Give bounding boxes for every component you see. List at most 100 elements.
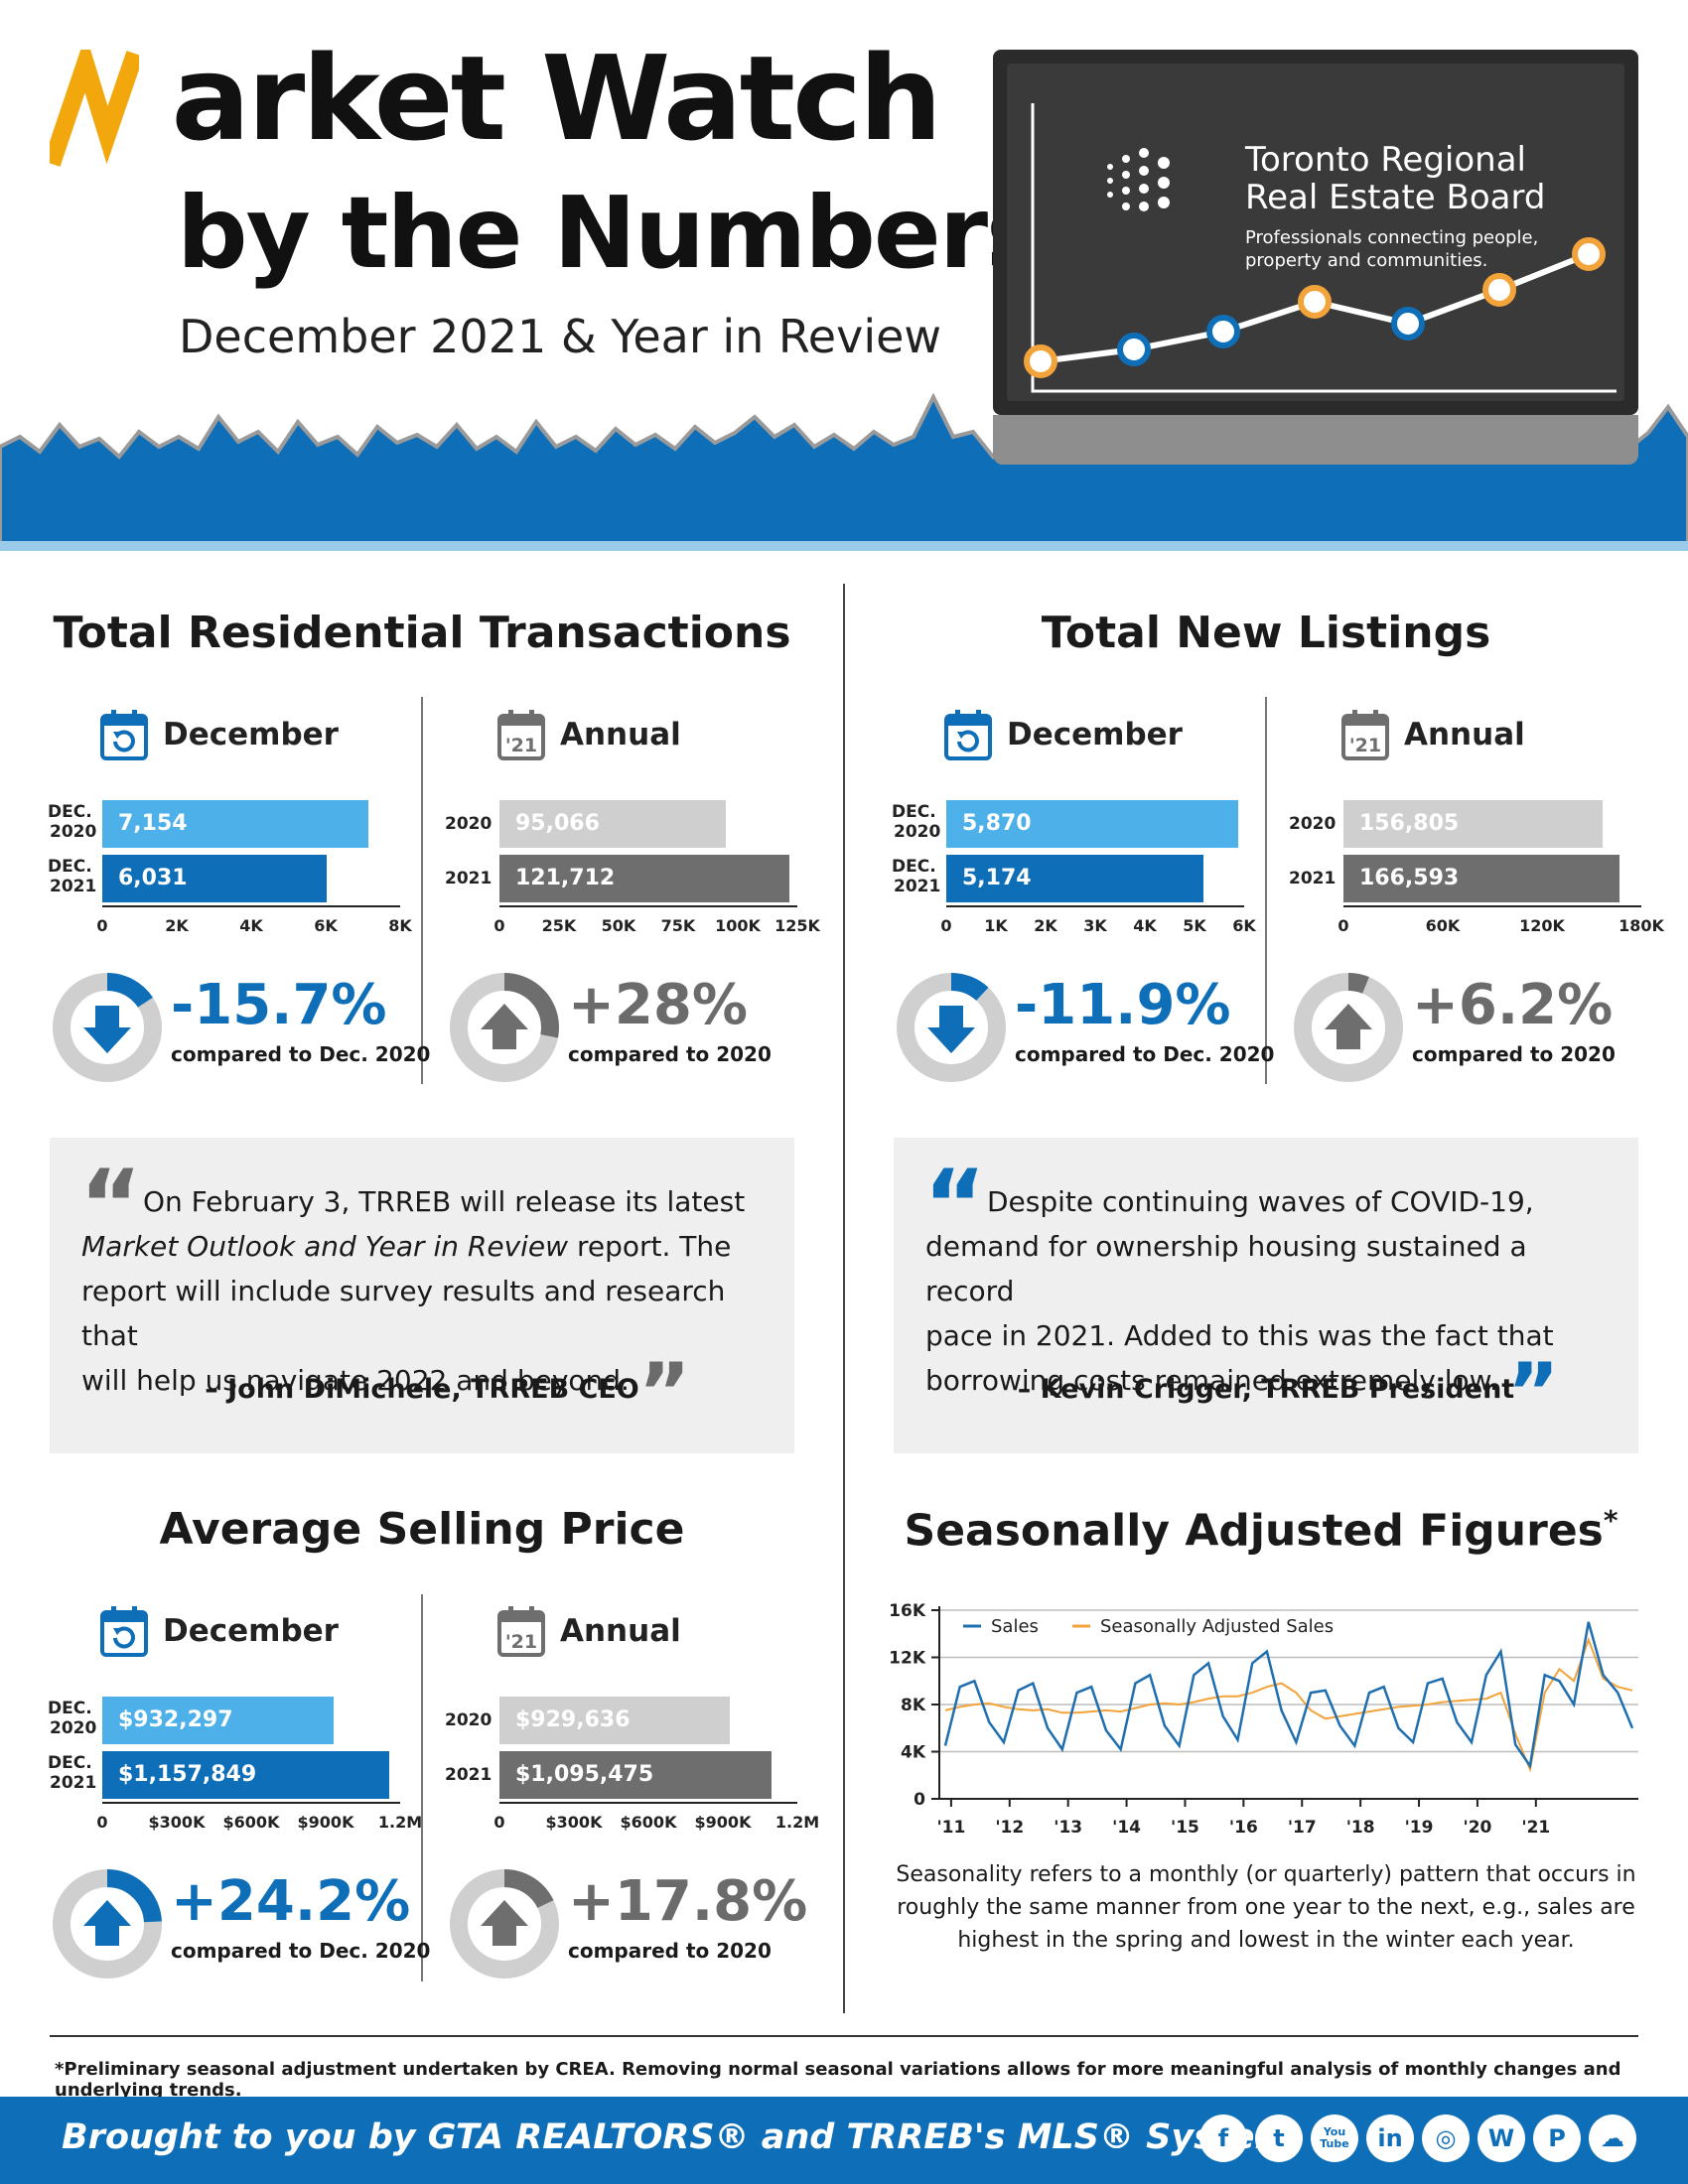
x-tick-label: $300K xyxy=(545,1813,603,1832)
pinterest-icon[interactable]: P xyxy=(1533,2115,1581,2162)
instagram-icon[interactable]: ◎ xyxy=(1422,2115,1470,2162)
x-tick-label: '13 xyxy=(1054,1818,1082,1837)
bar-category-label: DEC. 2020 xyxy=(48,802,97,843)
facebook-icon[interactable]: f xyxy=(1199,2115,1247,2162)
wordpress-icon[interactable]: W xyxy=(1477,2115,1525,2162)
bar: 6,031 xyxy=(102,855,327,902)
quote-text-ceo: On February 3, TRREB will release its la… xyxy=(81,1179,776,1433)
x-axis-line xyxy=(499,905,797,907)
panel-label: December xyxy=(1007,717,1183,752)
monitor-screen: Toronto Regional Real Estate Board Profe… xyxy=(1007,64,1624,401)
change-gauge xyxy=(50,970,165,1089)
x-tick-label: '20 xyxy=(1463,1818,1491,1837)
bar-category-label: DEC. 2021 xyxy=(48,1753,97,1794)
legend-label: Seasonally Adjusted Sales xyxy=(1100,1616,1334,1637)
quote-attribution-ceo: – John DiMichele, TRREB CEO xyxy=(205,1374,639,1405)
bar-category-label: DEC. 2020 xyxy=(48,1699,97,1739)
footer-text: Brought to you by GTA REALTORS® and TRRE… xyxy=(62,2117,1291,2157)
change-up-gauge-icon xyxy=(450,973,559,1082)
close-quote-icon: ” xyxy=(637,1346,691,1438)
x-tick-label: 25K xyxy=(541,916,577,935)
bar-category-line1: DEC. xyxy=(48,802,92,822)
x-tick-label: $900K xyxy=(694,1813,752,1832)
bar-category-label: DEC. 2020 xyxy=(892,802,941,843)
x-tick-label: 5K xyxy=(1183,916,1206,935)
bar: 5,870 xyxy=(946,800,1238,848)
compared-label: compared to Dec. 2020 xyxy=(171,1042,431,1066)
bar-category-label: DEC. 2021 xyxy=(892,857,941,897)
section-title: Average Selling Price xyxy=(159,1504,685,1555)
quote-line: report will include survey results and r… xyxy=(81,1275,726,1352)
bar-category-label: 2020 xyxy=(445,1710,492,1730)
x-tick-label: $600K xyxy=(620,1813,677,1832)
linkedin-icon[interactable]: in xyxy=(1366,2115,1414,2162)
quote-line: pace in 2021. Added to this was the fact… xyxy=(925,1319,1554,1352)
monitor-stand xyxy=(993,415,1638,465)
page-title-line1: Market Watch xyxy=(58,40,942,157)
bar-category-line1: DEC. xyxy=(48,1753,92,1773)
change-down-gauge-icon xyxy=(53,973,162,1082)
panel-header: December xyxy=(99,1603,339,1659)
bar: $1,095,475 xyxy=(499,1751,772,1799)
open-quote-icon: “ xyxy=(923,1150,987,1261)
series-line xyxy=(943,1621,1634,1770)
trreb-dots-logo xyxy=(1107,148,1170,211)
soundcloud-icon[interactable]: ☁ xyxy=(1589,2115,1636,2162)
x-tick-label: '14 xyxy=(1112,1818,1141,1837)
divider-transactions xyxy=(421,697,423,1084)
legend-label: Sales xyxy=(991,1616,1039,1637)
bar-category-label: 2020 xyxy=(1289,814,1336,834)
x-tick-label: $300K xyxy=(148,1813,206,1832)
seasonal-chart: 0 4K 8K 12K 16K '11 '12 '13 '14 '15 '16 '17 '18 '19 '2… xyxy=(889,1601,1638,1837)
change-percent: +6.2% xyxy=(1412,973,1614,1037)
trreb-tagline: Professionals connecting people, propert… xyxy=(1245,227,1538,272)
x-tick-label: 125K xyxy=(774,916,820,935)
x-tick-label: '18 xyxy=(1346,1818,1375,1837)
calendar-refresh-icon xyxy=(944,710,992,760)
quote-attribution-president: – Kevin Crigger, TRREB President xyxy=(1017,1374,1515,1405)
panel-header: '21 Annual xyxy=(1340,707,1525,762)
panel-label: December xyxy=(163,1613,339,1649)
seasonal-description: Seasonality refers to a monthly (or quar… xyxy=(874,1858,1658,1957)
quote-line: On February 3, TRREB will release its la… xyxy=(143,1185,746,1218)
description-line: highest in the spring and lowest in the … xyxy=(957,1928,1575,1953)
center-divider xyxy=(843,584,845,2013)
change-up-gauge-icon xyxy=(53,1869,162,1979)
x-tick-label: 4K xyxy=(239,916,263,935)
trreb-tagline-line1: Professionals connecting people, xyxy=(1245,227,1539,248)
page-subtitle: December 2021 & Year in Review xyxy=(179,310,942,363)
change-gauge xyxy=(447,1866,562,1985)
section-title: Total New Listings xyxy=(1041,608,1491,658)
x-axis-line xyxy=(102,1802,400,1804)
svg-text:'21: '21 xyxy=(1349,735,1381,756)
x-tick-label: 0 xyxy=(1337,916,1349,935)
change-gauge xyxy=(447,970,562,1089)
calendar-year-icon: '21 xyxy=(497,1606,545,1657)
change-down-gauge-icon xyxy=(897,973,1006,1082)
description-line: Seasonality refers to a monthly (or quar… xyxy=(896,1862,1636,1887)
twitter-icon[interactable]: t xyxy=(1255,2115,1303,2162)
youtube-icon[interactable]: You Tube xyxy=(1311,2115,1358,2162)
quote-line: Market Outlook and Year in Review report… xyxy=(81,1230,732,1263)
bar-category-line2: 2020 xyxy=(50,822,97,843)
change-percent: -15.7% xyxy=(171,973,387,1037)
svg-text:'21: '21 xyxy=(505,1631,537,1653)
bar-category-line2: 2021 xyxy=(894,877,941,897)
bar-category-label: 2021 xyxy=(445,869,492,888)
compared-label: compared to 2020 xyxy=(568,1042,772,1066)
change-gauge xyxy=(50,1866,165,1985)
bar: $932,297 xyxy=(102,1697,334,1744)
bar-category-label: 2021 xyxy=(1289,869,1336,888)
change-percent: -11.9% xyxy=(1015,973,1231,1037)
quote-line: will help us navigate 2022 and beyond. ” xyxy=(81,1353,776,1433)
x-tick-label: '11 xyxy=(936,1818,965,1837)
y-tick-label: 0 xyxy=(914,1790,925,1810)
seasonal-title-text: Seasonally Adjusted Figures xyxy=(904,1505,1604,1557)
change-up-gauge-icon xyxy=(450,1869,559,1979)
x-tick-label: '19 xyxy=(1405,1818,1434,1837)
footnote: *Preliminary seasonal adjustment underta… xyxy=(55,2059,1621,2101)
y-tick-label: 12K xyxy=(889,1649,926,1669)
section-title: Total Residential Transactions xyxy=(53,608,791,658)
x-tick-label: 4K xyxy=(1133,916,1157,935)
quote-text-president: Despite continuing waves of COVID-19, de… xyxy=(925,1179,1620,1433)
